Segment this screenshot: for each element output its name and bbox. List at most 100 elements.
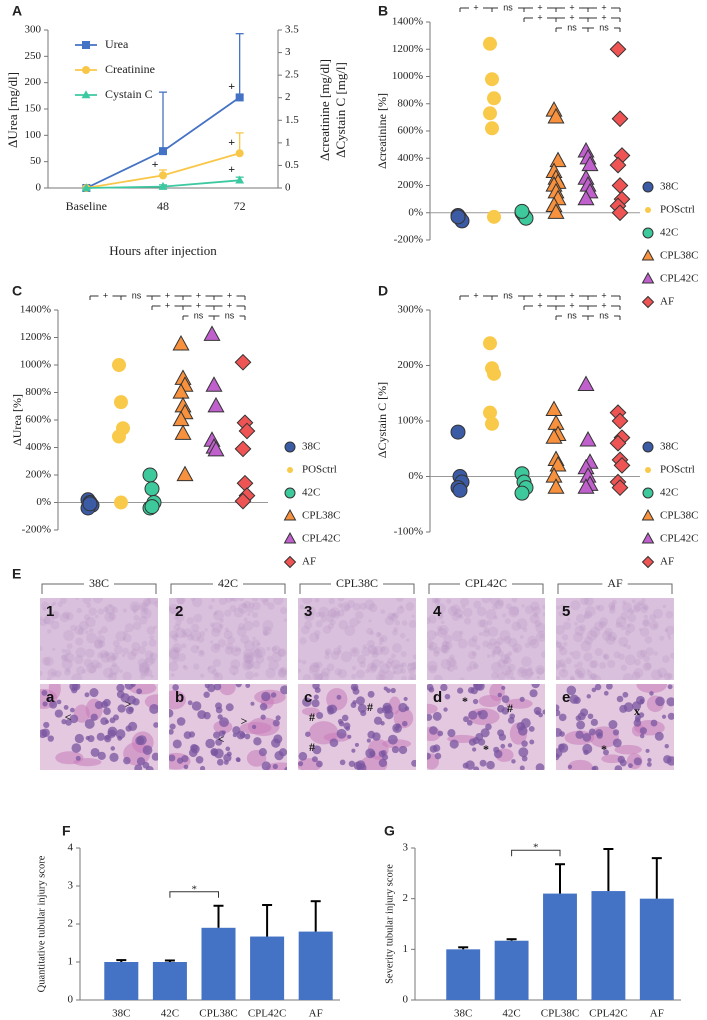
texture xyxy=(240,634,250,644)
texture xyxy=(261,761,271,770)
texture xyxy=(352,687,360,695)
texture xyxy=(451,630,463,642)
texture xyxy=(625,630,631,636)
texture xyxy=(169,607,177,615)
texture xyxy=(85,648,95,658)
texture xyxy=(635,714,642,721)
texture xyxy=(140,608,152,619)
texture xyxy=(622,600,627,605)
texture xyxy=(138,615,148,625)
texture xyxy=(513,647,519,652)
texture xyxy=(238,598,244,602)
texture xyxy=(639,733,645,739)
y-tick-label: 3 xyxy=(285,46,291,58)
texture xyxy=(207,666,211,670)
texture xyxy=(561,645,565,650)
texture xyxy=(312,662,319,669)
image-symbol: > xyxy=(241,714,248,728)
legend-marker xyxy=(641,508,655,521)
texture xyxy=(215,673,220,678)
texture xyxy=(43,614,55,625)
texture xyxy=(117,735,123,741)
texture xyxy=(457,687,464,694)
texture xyxy=(410,676,415,680)
texture xyxy=(344,625,356,636)
texture xyxy=(74,625,84,635)
texture xyxy=(437,730,444,737)
texture xyxy=(521,656,532,667)
data-point xyxy=(581,155,599,172)
significance-label: + xyxy=(569,290,574,300)
texture xyxy=(321,667,331,677)
texture xyxy=(602,630,613,641)
texture xyxy=(176,757,184,764)
texture xyxy=(368,619,372,623)
texture xyxy=(655,696,665,707)
texture xyxy=(262,629,269,636)
texture xyxy=(181,629,185,633)
group-bracket xyxy=(41,583,157,594)
texture xyxy=(63,629,75,641)
data-point xyxy=(547,203,565,219)
texture xyxy=(284,766,287,770)
texture xyxy=(583,613,590,619)
y-tick-label: 0 xyxy=(285,182,291,194)
texture xyxy=(519,765,525,770)
texture xyxy=(97,751,106,760)
texture xyxy=(174,633,179,638)
texture xyxy=(273,734,283,744)
texture xyxy=(590,673,596,679)
image-label: 2 xyxy=(175,603,183,620)
significance-label: + xyxy=(537,290,542,300)
bar xyxy=(250,936,285,1000)
texture xyxy=(371,665,377,672)
x-tick-label: AF xyxy=(650,1008,664,1020)
bracket xyxy=(169,891,219,898)
texture xyxy=(507,663,516,672)
texture xyxy=(643,614,649,620)
texture xyxy=(664,743,669,749)
image-background xyxy=(40,598,158,680)
texture xyxy=(97,630,103,635)
significance-label: ns xyxy=(567,310,577,320)
texture xyxy=(633,719,642,727)
texture xyxy=(197,635,205,643)
texture xyxy=(580,598,590,605)
y-tick-label: 200 xyxy=(25,76,42,88)
legend-label: 38C xyxy=(660,441,678,453)
texture xyxy=(348,760,356,767)
texture xyxy=(65,612,74,621)
texture xyxy=(599,661,607,669)
y-tick-label: 1 xyxy=(68,956,74,968)
texture xyxy=(465,760,475,770)
texture xyxy=(366,662,378,673)
texture xyxy=(501,685,506,691)
texture xyxy=(392,629,398,636)
texture xyxy=(565,657,572,665)
texture xyxy=(324,654,330,660)
data-point xyxy=(235,93,244,102)
texture xyxy=(327,623,334,630)
texture xyxy=(187,634,194,641)
image-symbol: x xyxy=(634,704,640,718)
y-tick-label: 800% xyxy=(397,97,423,109)
texture xyxy=(641,598,646,603)
texture xyxy=(245,655,255,665)
texture xyxy=(401,620,408,626)
texture xyxy=(531,684,540,689)
texture xyxy=(325,650,330,656)
texture xyxy=(247,717,280,737)
texture xyxy=(298,659,302,663)
texture xyxy=(438,624,449,636)
texture xyxy=(301,625,310,635)
significance-label: + xyxy=(227,290,232,300)
texture xyxy=(616,695,624,703)
texture xyxy=(245,671,254,680)
texture xyxy=(190,630,202,642)
data-point xyxy=(159,171,167,180)
texture xyxy=(478,695,502,708)
texture xyxy=(178,609,184,615)
texture xyxy=(275,715,281,721)
y-tick-label: 50 xyxy=(30,155,42,167)
texture xyxy=(150,674,154,679)
